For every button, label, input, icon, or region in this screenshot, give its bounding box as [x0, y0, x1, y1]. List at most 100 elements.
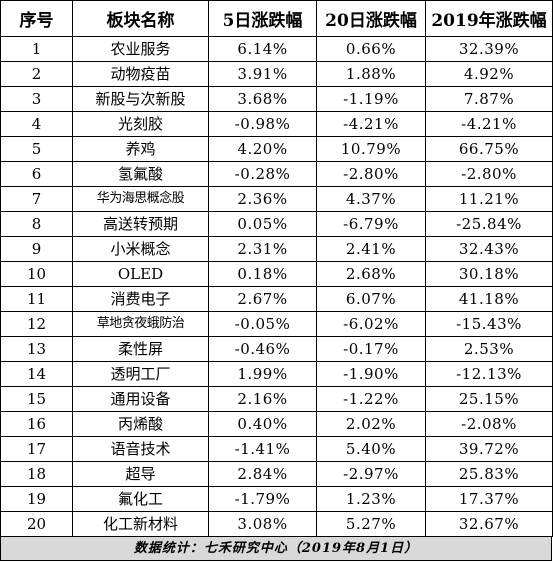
- table-row: 5 养鸡 4.20% 10.79% 66.75%: [0, 136, 553, 162]
- change-5day-cell: 2.36%: [208, 186, 317, 212]
- row-index-cell: 13: [0, 336, 73, 362]
- change-20day-cell: -1.22%: [316, 386, 426, 412]
- change-20day-cell: 2.41%: [316, 236, 426, 262]
- sector-name-cell: 新股与次新股: [72, 86, 209, 112]
- sector-name-cell: 华为海思概念股: [72, 186, 209, 212]
- row-index-cell: 20: [0, 511, 73, 537]
- table-row: 12 草地贪夜蛾防治 -0.05% -6.02% -15.43%: [0, 311, 553, 337]
- change-2019-cell: 25.83%: [425, 461, 553, 487]
- change-20day-cell: 10.79%: [316, 136, 426, 162]
- table-row: 18 超导 2.84% -2.97% 25.83%: [0, 461, 553, 487]
- row-index-cell: 4: [0, 111, 73, 137]
- row-index-cell: 15: [0, 386, 73, 412]
- sector-name-cell: 化工新材料: [72, 511, 209, 537]
- change-2019-cell: -2.08%: [425, 411, 553, 437]
- sector-name-cell: 消费电子: [72, 286, 209, 312]
- change-20day-cell: 0.66%: [316, 36, 426, 62]
- change-20day-cell: 4.37%: [316, 186, 426, 212]
- sector-name-cell: 柔性屏: [72, 336, 209, 362]
- change-5day-cell: -0.46%: [208, 336, 317, 362]
- row-index-cell: 12: [0, 311, 73, 337]
- sector-name-cell: 语音技术: [72, 436, 209, 462]
- header-index: 序号: [0, 0, 73, 37]
- change-2019-cell: 17.37%: [425, 486, 553, 512]
- change-2019-cell: -15.43%: [425, 311, 553, 337]
- change-5day-cell: 2.16%: [208, 386, 317, 412]
- change-20day-cell: 6.07%: [316, 286, 426, 312]
- change-20day-cell: -4.21%: [316, 111, 426, 137]
- data-source-footer: 数据统计：七禾研究中心（2019年8月1日）: [0, 537, 552, 561]
- change-5day-cell: 3.68%: [208, 86, 317, 112]
- table-row: 15 通用设备 2.16% -1.22% 25.15%: [0, 386, 553, 412]
- change-5day-cell: 0.40%: [208, 411, 317, 437]
- header-row: 序号 板块名称 5日涨跌幅 20日涨跌幅 2019年涨跌幅: [0, 0, 553, 37]
- table-row: 14 透明工厂 1.99% -1.90% -12.13%: [0, 361, 553, 387]
- change-2019-cell: 7.87%: [425, 86, 553, 112]
- table-row: 9 小米概念 2.31% 2.41% 32.43%: [0, 236, 553, 262]
- change-2019-cell: 4.92%: [425, 61, 553, 87]
- table-body: 1 农业服务 6.14% 0.66% 32.39% 2 动物疫苗 3.91% 1.88% 4.92…: [0, 36, 553, 537]
- row-index-cell: 17: [0, 436, 73, 462]
- header-sector-name: 板块名称: [72, 0, 209, 37]
- change-20day-cell: 1.88%: [316, 61, 426, 87]
- sector-name-cell: 动物疫苗: [72, 61, 209, 87]
- change-5day-cell: 1.99%: [208, 361, 317, 387]
- change-20day-cell: -0.17%: [316, 336, 426, 362]
- change-5day-cell: 3.08%: [208, 511, 317, 537]
- row-index-cell: 3: [0, 86, 73, 112]
- sector-name-cell: 小米概念: [72, 236, 209, 262]
- change-20day-cell: -1.90%: [316, 361, 426, 387]
- change-20day-cell: 1.23%: [316, 486, 426, 512]
- header-20day-change: 20日涨跌幅: [316, 0, 426, 37]
- row-index-cell: 18: [0, 461, 73, 487]
- change-5day-cell: -0.28%: [208, 161, 317, 187]
- change-5day-cell: 3.91%: [208, 61, 317, 87]
- change-5day-cell: 2.84%: [208, 461, 317, 487]
- sector-name-cell: 养鸡: [72, 136, 209, 162]
- row-index-cell: 2: [0, 61, 73, 87]
- table-row: 7 华为海思概念股 2.36% 4.37% 11.21%: [0, 186, 553, 212]
- row-index-cell: 9: [0, 236, 73, 262]
- change-20day-cell: -6.02%: [316, 311, 426, 337]
- change-2019-cell: -12.13%: [425, 361, 553, 387]
- table-row: 2 动物疫苗 3.91% 1.88% 4.92%: [0, 61, 553, 87]
- change-2019-cell: 32.39%: [425, 36, 553, 62]
- change-5day-cell: 0.18%: [208, 261, 317, 287]
- table-row: 20 化工新材料 3.08% 5.27% 32.67%: [0, 511, 553, 537]
- change-20day-cell: -1.19%: [316, 86, 426, 112]
- change-5day-cell: 0.05%: [208, 211, 317, 237]
- table-row: 6 氢氟酸 -0.28% -2.80% -2.80%: [0, 161, 553, 187]
- table-row: 3 新股与次新股 3.68% -1.19% 7.87%: [0, 86, 553, 112]
- row-index-cell: 5: [0, 136, 73, 162]
- change-2019-cell: 25.15%: [425, 386, 553, 412]
- change-5day-cell: 2.31%: [208, 236, 317, 262]
- change-5day-cell: -0.05%: [208, 311, 317, 337]
- change-2019-cell: 39.72%: [425, 436, 553, 462]
- change-20day-cell: 2.02%: [316, 411, 426, 437]
- change-2019-cell: 66.75%: [425, 136, 553, 162]
- row-index-cell: 14: [0, 361, 73, 387]
- change-2019-cell: 32.43%: [425, 236, 553, 262]
- sector-name-cell: 超导: [72, 461, 209, 487]
- header-2019-change: 2019年涨跌幅: [425, 0, 553, 37]
- sector-name-cell: 草地贪夜蛾防治: [72, 311, 209, 337]
- change-20day-cell: 2.68%: [316, 261, 426, 287]
- sector-name-cell: 氢氟酸: [72, 161, 209, 187]
- table-row: 19 氟化工 -1.79% 1.23% 17.37%: [0, 486, 553, 512]
- change-5day-cell: 2.67%: [208, 286, 317, 312]
- change-2019-cell: 2.53%: [425, 336, 553, 362]
- table-row: 16 丙烯酸 0.40% 2.02% -2.08%: [0, 411, 553, 437]
- change-20day-cell: -2.80%: [316, 161, 426, 187]
- sector-name-cell: 透明工厂: [72, 361, 209, 387]
- header-5day-change: 5日涨跌幅: [208, 0, 317, 37]
- row-index-cell: 19: [0, 486, 73, 512]
- sector-name-cell: 氟化工: [72, 486, 209, 512]
- change-2019-cell: -2.80%: [425, 161, 553, 187]
- row-index-cell: 11: [0, 286, 73, 312]
- table-row: 11 消费电子 2.67% 6.07% 41.18%: [0, 286, 553, 312]
- sector-performance-table: 序号 板块名称 5日涨跌幅 20日涨跌幅 2019年涨跌幅 1 农业服务 6.14%…: [0, 0, 553, 537]
- row-index-cell: 8: [0, 211, 73, 237]
- table-row: 10 OLED 0.18% 2.68% 30.18%: [0, 261, 553, 287]
- sector-name-cell: 农业服务: [72, 36, 209, 62]
